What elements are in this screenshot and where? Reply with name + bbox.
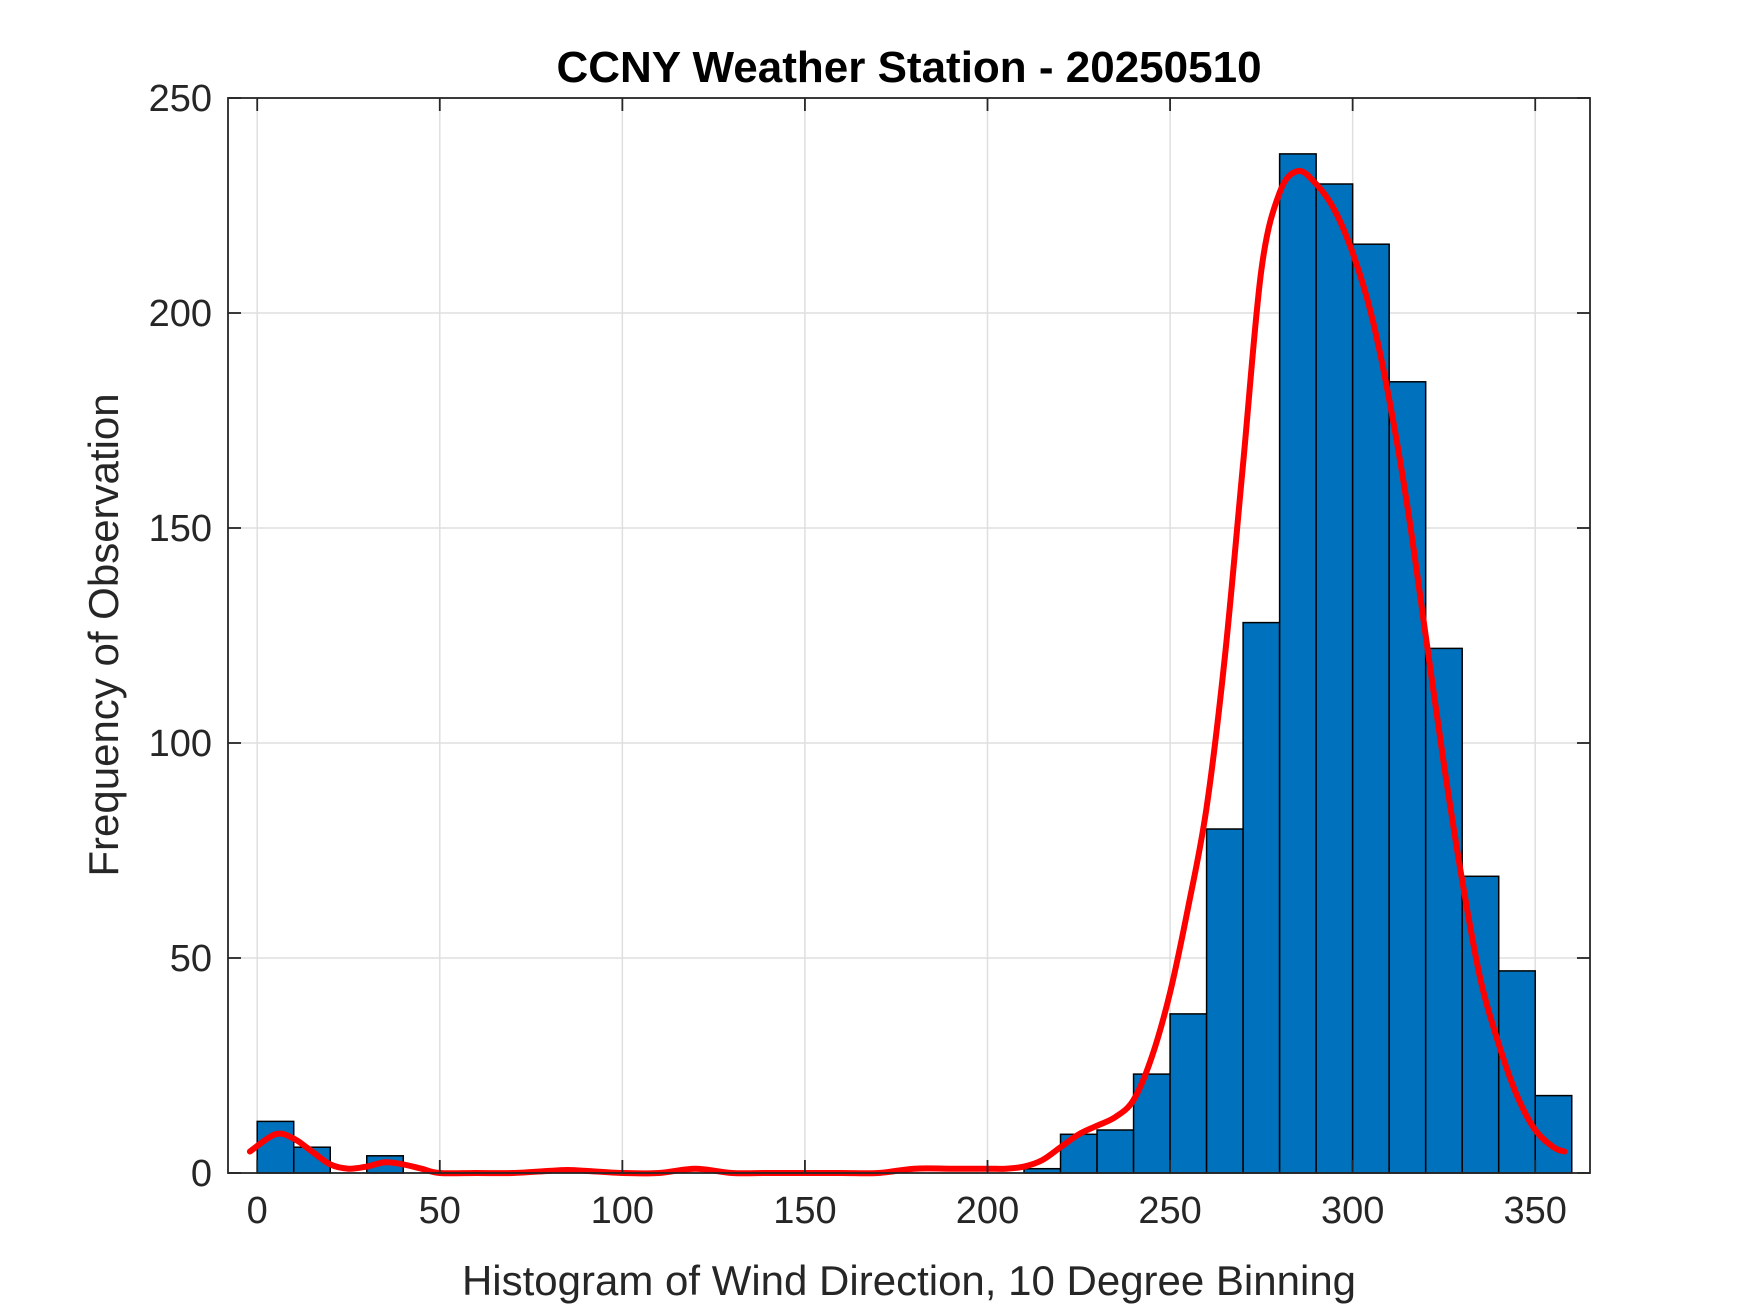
histogram-bar <box>1278 153 1317 1174</box>
x-axis-label: Histogram of Wind Direction, 10 Degree B… <box>462 1257 1356 1304</box>
y-tick-label: 250 <box>149 78 212 120</box>
x-tick-labels: 0 50 100 150 200 250 300 350 <box>247 1190 1567 1232</box>
x-tick-label: 50 <box>419 1190 461 1232</box>
histogram-bar <box>1096 1129 1135 1174</box>
histogram-bars <box>256 153 1573 1174</box>
histogram-bar <box>1497 970 1536 1174</box>
histogram-bar <box>1388 381 1427 1174</box>
axes-frame <box>227 97 1591 1174</box>
x-tick-label: 350 <box>1504 1190 1567 1232</box>
histogram-bar <box>1315 183 1354 1174</box>
x-tick-label: 250 <box>1138 1190 1201 1232</box>
y-tick-label: 200 <box>149 293 212 335</box>
y-tick-label: 150 <box>149 508 212 550</box>
histogram-bar <box>1242 621 1281 1174</box>
x-tick-label: 300 <box>1321 1190 1384 1232</box>
chart-title: CCNY Weather Station - 20250510 <box>556 43 1261 92</box>
y-tick-labels: 0 50 100 150 200 250 <box>149 78 212 1195</box>
y-axis-label: Frequency of Observation <box>80 393 127 876</box>
tick-marks <box>228 97 1590 1174</box>
y-tick-label: 100 <box>149 723 212 765</box>
histogram-bar <box>1424 647 1463 1174</box>
x-tick-label: 200 <box>956 1190 1019 1232</box>
x-tick-label: 150 <box>773 1190 836 1232</box>
y-tick-label: 0 <box>191 1153 212 1195</box>
histogram-bar <box>1351 243 1390 1174</box>
x-tick-label: 100 <box>591 1190 654 1232</box>
histogram-bar <box>1205 828 1244 1174</box>
axes-box <box>227 97 1591 1174</box>
histogram-bar <box>1169 1013 1208 1174</box>
x-tick-label: 0 <box>247 1190 268 1232</box>
y-tick-label: 50 <box>170 938 212 980</box>
histogram-bar <box>256 1120 295 1174</box>
